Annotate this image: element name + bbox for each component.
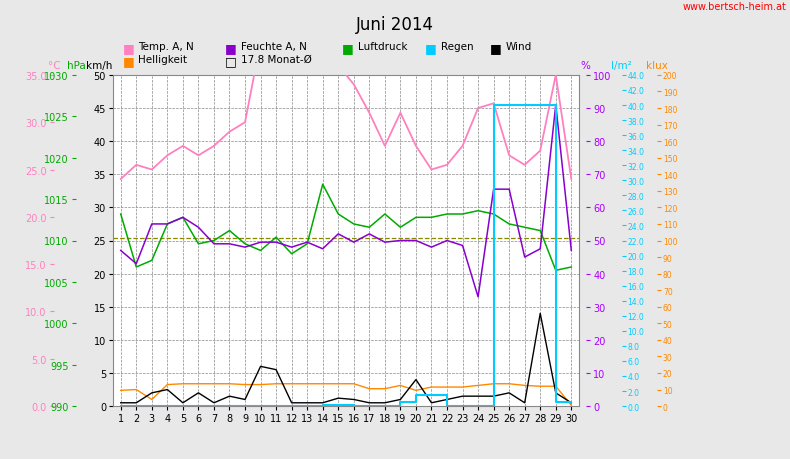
Text: ■: ■ [342, 42, 354, 55]
Text: l/m²: l/m² [611, 61, 632, 71]
Text: Juni 2014: Juni 2014 [356, 16, 434, 34]
Text: Regen: Regen [441, 42, 473, 52]
Text: Feuchte A, N: Feuchte A, N [241, 42, 307, 52]
Text: Wind: Wind [506, 42, 532, 52]
Text: Luftdruck: Luftdruck [358, 42, 408, 52]
Text: %: % [581, 61, 591, 71]
Text: ■: ■ [425, 42, 437, 55]
Text: □: □ [225, 55, 237, 68]
Text: 17.8 Monat-Ø: 17.8 Monat-Ø [241, 55, 312, 65]
Text: ■: ■ [122, 55, 134, 68]
Text: klux: klux [646, 61, 668, 71]
Text: °C: °C [48, 61, 60, 71]
Text: Temp. A, N: Temp. A, N [138, 42, 194, 52]
Text: Helligkeit: Helligkeit [138, 55, 187, 65]
Text: hPa: hPa [67, 61, 85, 71]
Text: ■: ■ [122, 42, 134, 55]
Text: ■: ■ [225, 42, 237, 55]
Text: ■: ■ [490, 42, 502, 55]
Text: www.bertsch-heim.at: www.bertsch-heim.at [683, 2, 786, 12]
Text: km/h: km/h [85, 61, 112, 71]
